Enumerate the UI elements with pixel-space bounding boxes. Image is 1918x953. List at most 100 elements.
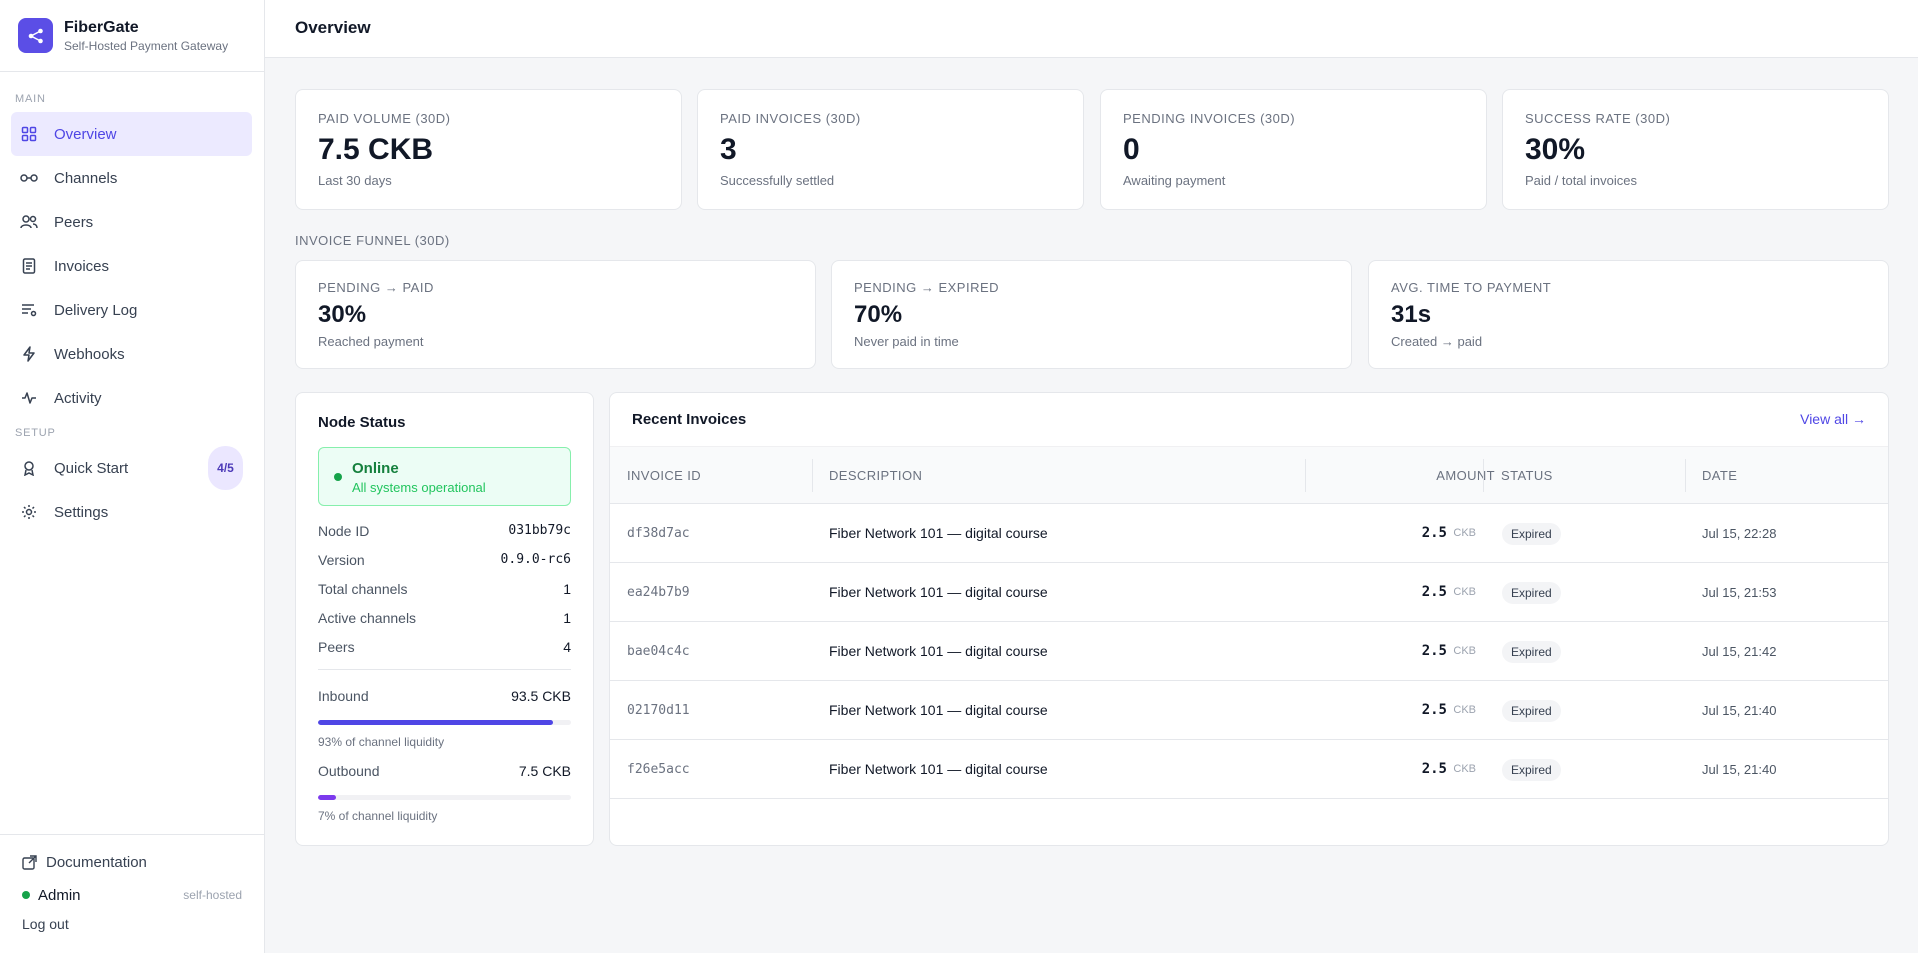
field-value: 031bb79c <box>508 523 571 538</box>
invoice-date: Jul 15, 21:53 <box>1702 585 1777 600</box>
sidebar-item-label: Delivery Log <box>54 301 138 319</box>
funnel-subtitle: Never paid in time <box>854 334 959 349</box>
sidebar-item-delivery-log[interactable]: Delivery Log <box>11 288 252 332</box>
funnel-card-pending-expired: PENDING → EXPIRED 70% Never paid in time <box>831 260 1352 369</box>
status-badge: Expired <box>1502 700 1561 722</box>
field-value: 93.5 CKB <box>511 688 571 704</box>
funnel-label: PENDING → PAID <box>318 280 434 295</box>
invoice-description: Fiber Network 101 — digital course <box>829 525 1048 541</box>
kpi-value: 7.5 CKB <box>318 133 434 166</box>
funnel-card-avg-time: AVG. TIME TO PAYMENT 31s Created → paid <box>1368 260 1889 369</box>
sidebar-item-peers[interactable]: Peers <box>11 200 252 244</box>
sidebar-item-label: Webhooks <box>54 345 125 363</box>
node-field-active-channels: Active channels 1 <box>318 610 571 630</box>
outbound-progress-fill <box>318 795 336 800</box>
divider <box>318 669 571 670</box>
funnel-heading: INVOICE FUNNEL (30D) <box>295 233 450 248</box>
top-header: Overview <box>265 0 1918 58</box>
node-status-title: Node Status <box>318 414 406 431</box>
funnel-value: 31s <box>1391 301 1432 328</box>
column-header-date[interactable]: DATE <box>1702 468 1738 483</box>
invoice-description: Fiber Network 101 — digital course <box>829 643 1048 659</box>
sidebar-item-channels[interactable]: Channels <box>11 156 252 200</box>
kpi-card-paid-volume: PAID VOLUME (30D) 7.5 CKB Last 30 days <box>295 89 682 210</box>
recent-invoices-title: Recent Invoices <box>632 411 747 428</box>
kpi-label: PAID INVOICES (30D) <box>720 111 861 126</box>
logout-link[interactable]: Log out <box>22 916 69 932</box>
table-row[interactable]: bae04c4c Fiber Network 101 — digital cou… <box>610 622 1888 681</box>
share-nodes-icon <box>18 18 53 53</box>
field-key: Peers <box>318 639 355 655</box>
column-header-description[interactable]: DESCRIPTION <box>829 468 923 483</box>
sidebar-item-quick-start[interactable]: Quick Start 4/5 <box>11 446 252 490</box>
section-label-main: MAIN <box>15 93 46 105</box>
sidebar-item-webhooks[interactable]: Webhooks <box>11 332 252 376</box>
invoice-date: Jul 15, 21:42 <box>1702 644 1777 659</box>
progress-badge: 4/5 <box>208 446 243 490</box>
invoice-date: Jul 15, 22:28 <box>1702 526 1777 541</box>
table-row[interactable]: 02170d11 Fiber Network 101 — digital cou… <box>610 681 1888 740</box>
outbound-note: 7% of channel liquidity <box>318 809 438 823</box>
column-header-status[interactable]: STATUS <box>1501 468 1553 483</box>
funnel-label: PENDING → EXPIRED <box>854 280 1000 295</box>
invoice-amount-unit: CKB <box>1453 645 1476 657</box>
sidebar-item-activity[interactable]: Activity <box>11 376 252 420</box>
field-key: Total channels <box>318 581 408 597</box>
brand[interactable]: FiberGate Self-Hosted Payment Gateway <box>0 0 264 72</box>
sidebar-item-label: Channels <box>54 169 118 187</box>
node-status-subtext: All systems operational <box>352 480 486 495</box>
kpi-card-pending-invoices: PENDING INVOICES (30D) 0 Awaiting paymen… <box>1100 89 1487 210</box>
invoice-date: Jul 15, 21:40 <box>1702 762 1777 777</box>
link-icon <box>20 169 38 187</box>
kpi-value: 3 <box>720 133 737 166</box>
invoice-description: Fiber Network 101 — digital course <box>829 761 1048 777</box>
outbound-progress-bar <box>318 795 571 800</box>
field-value: 0.9.0-rc6 <box>500 552 571 567</box>
table-row[interactable]: ea24b7b9 Fiber Network 101 — digital cou… <box>610 563 1888 622</box>
sidebar-item-label: Activity <box>54 389 102 407</box>
field-value: 7.5 CKB <box>518 763 571 779</box>
document-icon <box>20 257 38 275</box>
gear-icon <box>20 503 38 521</box>
status-badge: Expired <box>1502 582 1561 604</box>
sidebar-item-label: Overview <box>54 125 117 143</box>
page-title: Overview <box>295 18 371 37</box>
app-tagline: Self-Hosted Payment Gateway <box>64 38 229 53</box>
sidebar-item-overview[interactable]: Overview <box>11 112 252 156</box>
invoice-id[interactable]: df38d7ac <box>627 526 690 541</box>
invoice-amount: 2.5 <box>1421 584 1447 600</box>
field-value: 1 <box>563 610 571 626</box>
hosting-mode: self-hosted <box>183 888 242 902</box>
invoice-id[interactable]: f26e5acc <box>627 762 690 777</box>
sidebar-item-invoices[interactable]: Invoices <box>11 244 252 288</box>
node-status-text: Online <box>352 460 399 477</box>
node-field-peers: Peers 4 <box>318 639 571 659</box>
invoice-id[interactable]: bae04c4c <box>627 644 690 659</box>
external-link-icon <box>22 854 37 870</box>
grid-icon <box>20 125 38 143</box>
funnel-subtitle: Created → paid <box>1391 334 1483 349</box>
table-row[interactable]: df38d7ac Fiber Network 101 — digital cou… <box>610 504 1888 563</box>
invoice-amount-unit: CKB <box>1453 704 1476 716</box>
sidebar-item-settings[interactable]: Settings <box>11 490 252 534</box>
kpi-subtitle: Successfully settled <box>720 173 835 188</box>
list-filter-icon <box>20 301 38 319</box>
documentation-link[interactable]: Documentation <box>22 852 242 872</box>
table-row[interactable]: f26e5acc Fiber Network 101 — digital cou… <box>610 740 1888 799</box>
sidebar-item-label: Quick Start <box>54 459 129 477</box>
column-header-invoice-id[interactable]: INVOICE ID <box>627 468 702 483</box>
status-badge: Expired <box>1502 523 1561 545</box>
kpi-label: PAID VOLUME (30D) <box>318 111 451 126</box>
invoice-id[interactable]: 02170d11 <box>627 703 690 718</box>
invoice-id[interactable]: ea24b7b9 <box>627 585 690 600</box>
invoice-amount: 2.5 <box>1421 702 1447 718</box>
invoice-amount-unit: CKB <box>1453 763 1476 775</box>
section-label-setup: SETUP <box>15 427 56 439</box>
inbound-progress-fill <box>318 720 554 725</box>
field-key: Version <box>318 552 365 568</box>
invoice-description: Fiber Network 101 — digital course <box>829 584 1048 600</box>
rocket-icon <box>20 459 38 477</box>
kpi-card-paid-invoices: PAID INVOICES (30D) 3 Successfully settl… <box>697 89 1084 210</box>
view-all-link[interactable]: View all → <box>1800 411 1866 427</box>
column-header-amount[interactable]: AMOUNT <box>1436 468 1495 483</box>
